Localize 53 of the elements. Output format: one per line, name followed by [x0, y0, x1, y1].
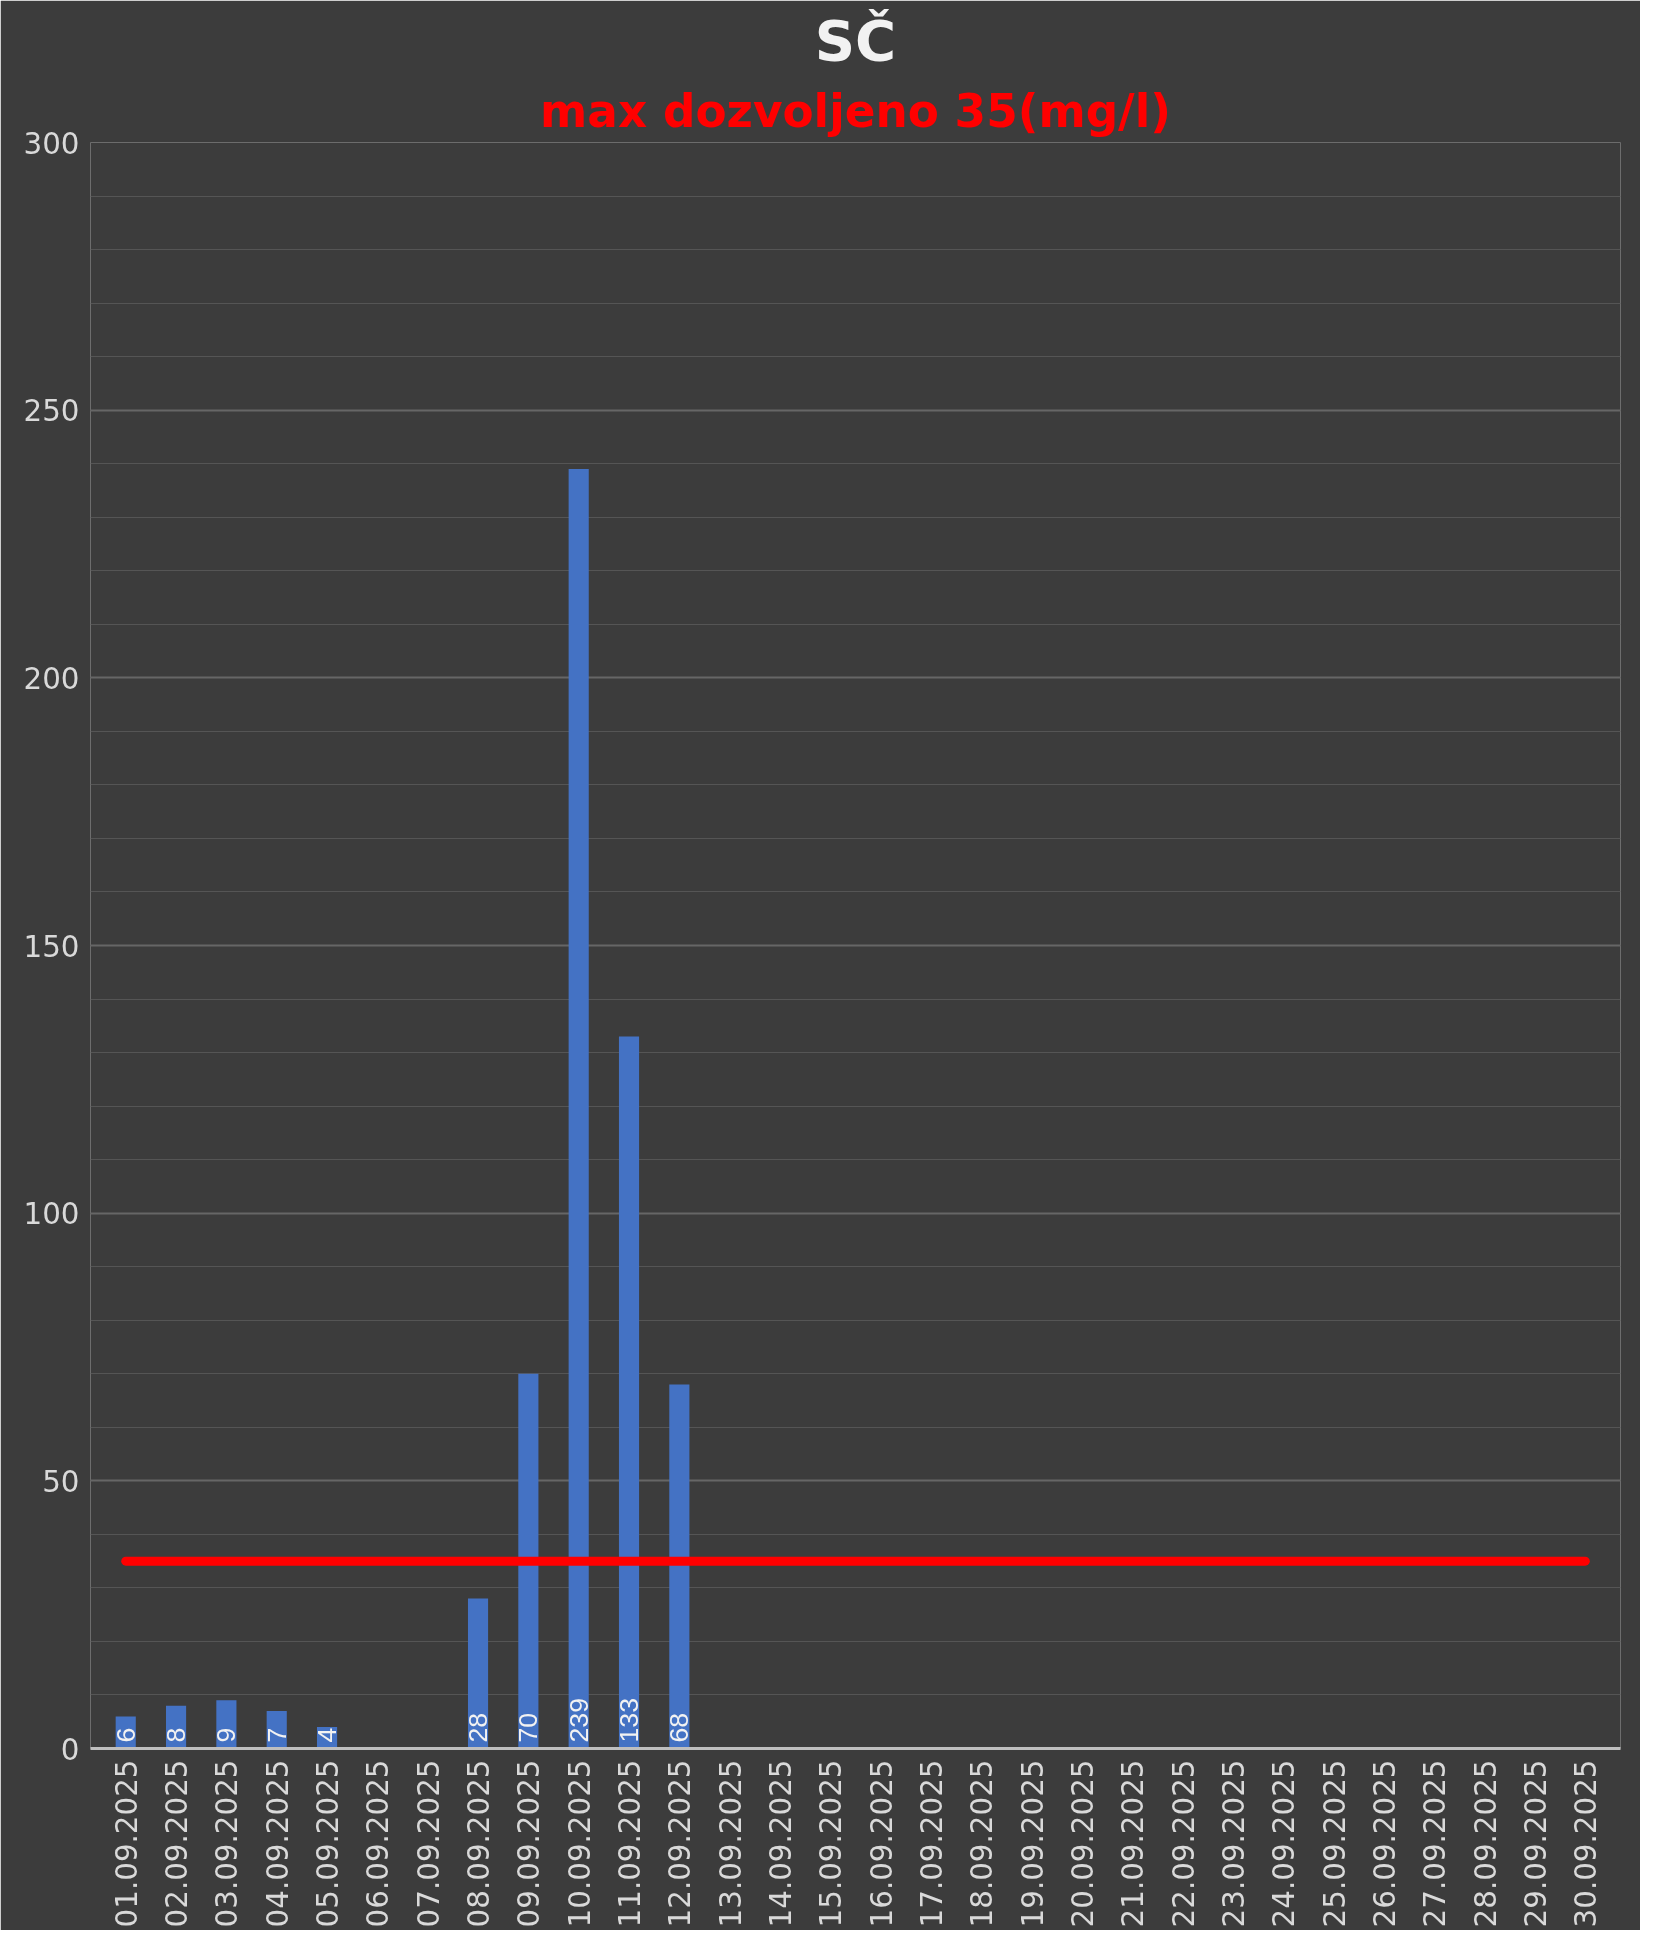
x-tick-label: 02.09.2025	[160, 1759, 195, 1928]
y-tick-label: 50	[42, 1464, 80, 1499]
x-tick-label: 17.09.2025	[914, 1759, 949, 1928]
data-label: 9	[211, 1727, 242, 1743]
x-tick-label: 14.09.2025	[764, 1759, 799, 1928]
x-tick-label: 26.09.2025	[1367, 1759, 1402, 1928]
x-tick-label: 08.09.2025	[462, 1759, 497, 1928]
x-tick-label: 24.09.2025	[1267, 1759, 1302, 1928]
y-tick-label: 0	[60, 1732, 80, 1767]
x-tick-label: 30.09.2025	[1569, 1759, 1604, 1928]
y-tick-label: 200	[23, 661, 80, 696]
x-tick-label: 20.09.2025	[1065, 1759, 1100, 1928]
data-label: 7	[261, 1727, 292, 1743]
x-tick-label: 05.09.2025	[311, 1759, 346, 1928]
x-tick-label: 01.09.2025	[109, 1759, 144, 1928]
x-tick-label: 07.09.2025	[411, 1759, 446, 1928]
x-tick-label: 22.09.2025	[1166, 1759, 1201, 1928]
y-tick-label: 250	[23, 394, 80, 429]
x-tick-label: 18.09.2025	[965, 1759, 1000, 1928]
y-tick-label: 150	[23, 929, 80, 964]
x-tick-label: 23.09.2025	[1216, 1759, 1251, 1928]
y-tick-label: 100	[23, 1197, 80, 1232]
x-tick-label: 29.09.2025	[1518, 1759, 1553, 1928]
x-tick-label: 16.09.2025	[864, 1759, 899, 1928]
bar	[618, 1036, 640, 1749]
chart-title: SČ	[814, 7, 897, 73]
x-tick-label: 15.09.2025	[814, 1759, 849, 1928]
x-tick-label: 13.09.2025	[713, 1759, 748, 1928]
x-tick-label: 03.09.2025	[210, 1759, 245, 1928]
data-label: 6	[110, 1727, 141, 1743]
x-tick-label: 19.09.2025	[1015, 1759, 1050, 1928]
x-tick-label: 21.09.2025	[1116, 1759, 1151, 1928]
data-label: 68	[664, 1712, 695, 1743]
x-tick-label: 11.09.2025	[613, 1759, 648, 1928]
x-tick-label: 04.09.2025	[260, 1759, 295, 1928]
x-tick-label: 10.09.2025	[562, 1759, 597, 1928]
x-tick-label: 09.09.2025	[512, 1759, 547, 1928]
x-tick-label: 28.09.2025	[1468, 1759, 1503, 1928]
bar	[518, 1373, 539, 1749]
y-tick-label: 300	[23, 126, 80, 161]
x-tick-label: 27.09.2025	[1418, 1759, 1453, 1928]
chart-subtitle: max dozvoljeno 35(mg/l)	[540, 84, 1171, 138]
x-tick-label: 12.09.2025	[663, 1759, 698, 1928]
data-label: 70	[513, 1712, 544, 1743]
data-label: 28	[463, 1712, 494, 1743]
data-label: 239	[563, 1698, 594, 1743]
bar	[669, 1384, 690, 1749]
data-label: 4	[312, 1727, 343, 1743]
data-label: 8	[161, 1727, 192, 1743]
x-tick-label: 25.09.2025	[1317, 1759, 1352, 1928]
bar	[568, 469, 589, 1749]
data-label: 133	[614, 1698, 645, 1743]
x-tick-label: 06.09.2025	[361, 1759, 396, 1928]
